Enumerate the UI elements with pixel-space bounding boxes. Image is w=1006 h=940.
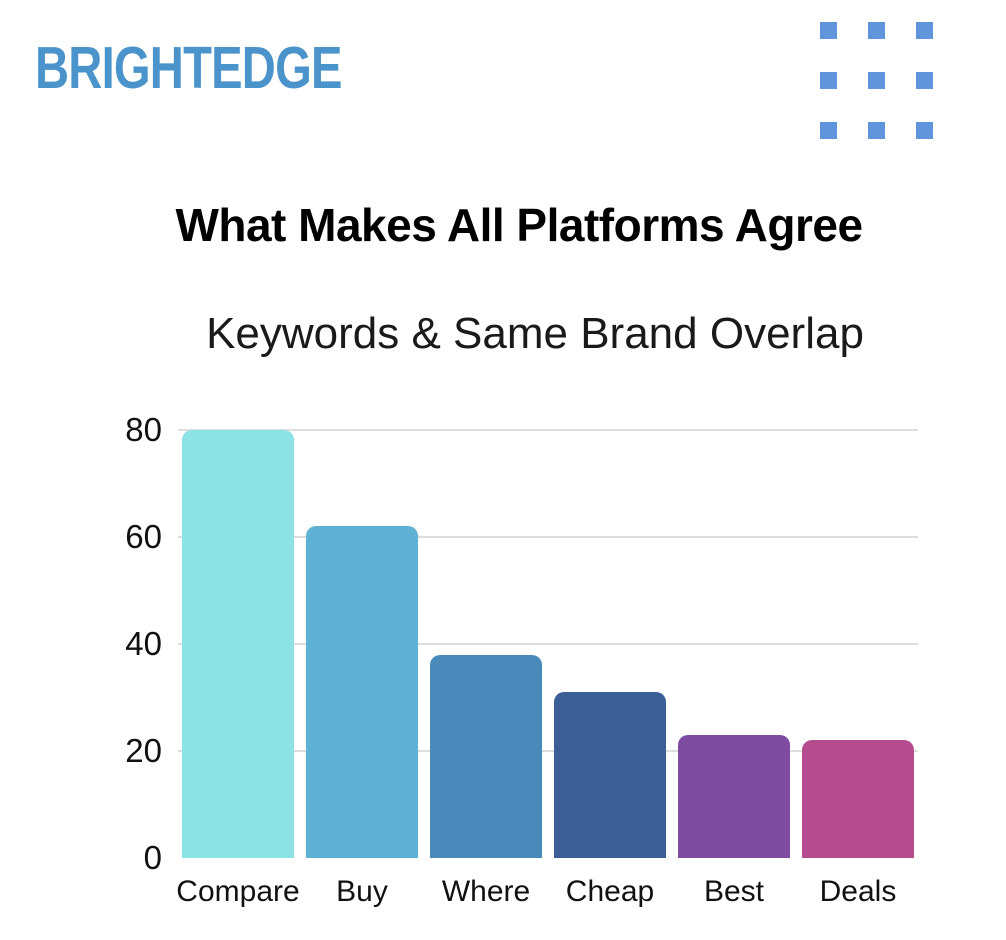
y-tick-label: 60 <box>125 518 162 555</box>
bar-deals <box>802 740 914 858</box>
x-tick-label-cheap: Cheap <box>565 875 655 908</box>
gridline <box>178 536 918 538</box>
gridline <box>178 429 918 431</box>
y-tick-label: 0 <box>143 839 162 876</box>
x-tick-label-where: Where <box>441 875 531 908</box>
bar-best <box>678 734 790 858</box>
grid-dot <box>916 22 933 39</box>
grid-dot <box>916 122 933 139</box>
plot-area <box>178 429 918 858</box>
grid-dot <box>820 122 837 139</box>
grid-dot <box>916 72 933 89</box>
gridline <box>178 750 918 752</box>
bar-compare <box>182 430 294 858</box>
y-tick-label: 80 <box>125 411 162 448</box>
x-tick-label-buy: Buy <box>336 875 388 908</box>
gridline <box>178 643 918 645</box>
dots-grid-icon <box>820 22 933 139</box>
grid-dot <box>820 72 837 89</box>
y-tick-label: 20 <box>125 732 162 769</box>
x-tick-label-compare: Compare <box>176 875 300 908</box>
bar-where <box>430 654 542 858</box>
grid-dot <box>820 22 837 39</box>
grid-dot <box>868 72 885 89</box>
x-tick-label-best: Best <box>703 875 765 908</box>
grid-dot <box>868 122 885 139</box>
grid-dot <box>868 22 885 39</box>
y-tick-label: 40 <box>125 625 162 662</box>
x-tick-label-deals: Deals <box>819 875 897 908</box>
brightedge-logo: BRIGHTEDGE <box>35 35 342 101</box>
chart-title: Keywords & Same Brand Overlap <box>206 309 864 358</box>
page-title: What Makes All Platforms Agree <box>175 198 863 251</box>
bar-cheap <box>554 692 666 858</box>
bar-buy <box>306 526 418 858</box>
